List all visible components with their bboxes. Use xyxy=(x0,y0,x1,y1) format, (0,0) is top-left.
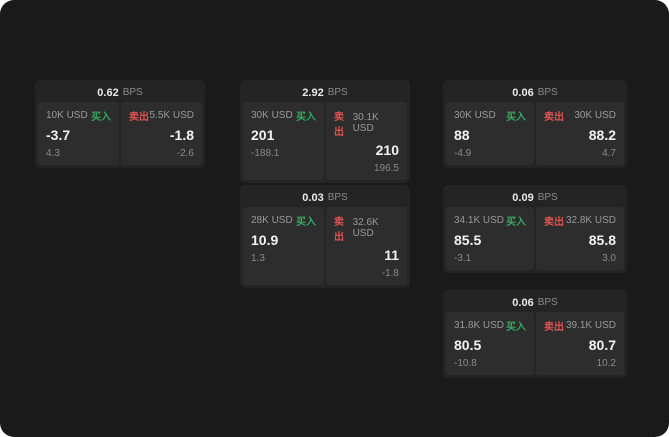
spread-header: 0.62 BPS xyxy=(38,83,202,102)
spread-unit-label: BPS xyxy=(537,87,558,98)
sell-amount: 30K USD xyxy=(574,110,616,121)
buy-price: 10.9 xyxy=(251,232,279,248)
sell-sub-value: 3.0 xyxy=(602,253,616,264)
sell-panel[interactable]: 卖出 39.1K USD 80.7 10.2 xyxy=(536,312,624,375)
sell-panel[interactable]: 卖出 5.5K USD -1.8 -2.6 xyxy=(121,102,202,165)
sell-panel[interactable]: 卖出 30.1K USD 210 196.5 xyxy=(326,102,407,180)
buy-sub-value: -188.1 xyxy=(251,148,280,159)
spread-unit-label: BPS xyxy=(537,192,558,203)
sell-amount: 30.1K USD xyxy=(352,112,379,134)
spread-header: 0.03 BPS xyxy=(243,188,407,207)
sell-price: 210 xyxy=(375,142,399,158)
buy-button[interactable]: 买入 xyxy=(296,217,316,228)
buy-sub-value: 1.3 xyxy=(251,253,265,264)
buy-panel[interactable]: 28K USD 买入 10.9 1.3 xyxy=(243,207,324,285)
sell-price: 88.2 xyxy=(588,127,616,143)
spread-unit-label: BPS xyxy=(122,87,143,98)
sell-button[interactable]: 卖出 xyxy=(544,112,564,123)
buy-panel[interactable]: 31.8K USD 买入 80.5 -10.8 xyxy=(446,312,534,375)
sell-button[interactable]: 卖出 xyxy=(544,322,564,333)
buy-amount: 30K USD xyxy=(251,110,293,121)
buy-button[interactable]: 买入 xyxy=(91,112,111,123)
sell-button[interactable]: 卖出 xyxy=(334,217,344,243)
buy-amount: 34.1K USD xyxy=(454,215,505,226)
sell-sub-value: 4.7 xyxy=(602,148,616,159)
sell-panel[interactable]: 卖出 30K USD 88.2 4.7 xyxy=(536,102,624,165)
buy-sub-value: -4.9 xyxy=(454,148,472,159)
quote-card: 0.06 BPS 31.8K USD 买入 80.5 -10.8 卖出 39.1… xyxy=(443,290,627,378)
quote-card: 0.09 BPS 34.1K USD 买入 85.5 -3.1 卖出 32.8K… xyxy=(443,185,627,273)
buy-price: 80.5 xyxy=(454,337,482,353)
buy-amount: 28K USD xyxy=(251,215,293,226)
quote-card: 0.03 BPS 28K USD 买入 10.9 1.3 卖出 32.6K US… xyxy=(240,185,410,288)
spread-header: 2.92 BPS xyxy=(243,83,407,102)
spread-value: 0.62 xyxy=(97,86,119,99)
sell-price: -1.8 xyxy=(169,127,194,143)
sell-amount: 39.1K USD xyxy=(565,320,616,331)
buy-button[interactable]: 买入 xyxy=(296,112,316,123)
spread-unit-label: BPS xyxy=(327,87,348,98)
spread-value: 0.09 xyxy=(512,191,534,204)
sell-sub-value: 196.5 xyxy=(373,163,399,174)
buy-price: 201 xyxy=(251,127,275,143)
buy-panel[interactable]: 30K USD 买入 88 -4.9 xyxy=(446,102,534,165)
buy-sub-value: -3.1 xyxy=(454,253,472,264)
sell-sub-value: -1.8 xyxy=(381,268,399,279)
quote-card: 0.62 BPS 10K USD 买入 -3.7 4.3 卖出 5.5K USD… xyxy=(35,80,205,168)
quote-card: 2.92 BPS 30K USD 买入 201 -188.1 卖出 30.1K … xyxy=(240,80,410,183)
sell-amount: 5.5K USD xyxy=(149,110,194,121)
quote-card: 0.06 BPS 30K USD 买入 88 -4.9 卖出 30K USD 8… xyxy=(443,80,627,168)
sell-price: 11 xyxy=(384,247,399,263)
sell-sub-value: -2.6 xyxy=(176,148,194,159)
spread-value: 0.03 xyxy=(302,191,324,204)
buy-price: 85.5 xyxy=(454,232,482,248)
buy-amount: 31.8K USD xyxy=(454,320,505,331)
sell-button[interactable]: 卖出 xyxy=(129,112,149,123)
sell-amount: 32.6K USD xyxy=(352,217,379,239)
spread-header: 0.09 BPS xyxy=(446,188,624,207)
spread-header: 0.06 BPS xyxy=(446,83,624,102)
buy-amount: 10K USD xyxy=(46,110,88,121)
sell-button[interactable]: 卖出 xyxy=(334,112,344,138)
buy-amount: 30K USD xyxy=(454,110,496,121)
spread-value: 0.06 xyxy=(512,86,534,99)
sell-price: 80.7 xyxy=(588,337,616,353)
buy-panel[interactable]: 10K USD 买入 -3.7 4.3 xyxy=(38,102,119,165)
sell-price: 85.8 xyxy=(588,232,616,248)
buy-panel[interactable]: 34.1K USD 买入 85.5 -3.1 xyxy=(446,207,534,270)
buy-price: 88 xyxy=(454,127,470,143)
sell-panel[interactable]: 卖出 32.8K USD 85.8 3.0 xyxy=(536,207,624,270)
sell-button[interactable]: 卖出 xyxy=(544,217,564,228)
buy-sub-value: 4.3 xyxy=(46,148,60,159)
buy-button[interactable]: 买入 xyxy=(506,217,526,228)
spread-header: 0.06 BPS xyxy=(446,293,624,312)
spread-unit-label: BPS xyxy=(537,297,558,308)
buy-panel[interactable]: 30K USD 买入 201 -188.1 xyxy=(243,102,324,180)
spread-unit-label: BPS xyxy=(327,192,348,203)
spread-value: 0.06 xyxy=(512,296,534,309)
buy-sub-value: -10.8 xyxy=(454,358,477,369)
sell-sub-value: 10.2 xyxy=(596,358,616,369)
buy-button[interactable]: 买入 xyxy=(506,112,526,123)
sell-panel[interactable]: 卖出 32.6K USD 11 -1.8 xyxy=(326,207,407,285)
buy-price: -3.7 xyxy=(46,127,71,143)
buy-button[interactable]: 买入 xyxy=(506,322,526,333)
spread-value: 2.92 xyxy=(302,86,324,99)
sell-amount: 32.8K USD xyxy=(565,215,616,226)
